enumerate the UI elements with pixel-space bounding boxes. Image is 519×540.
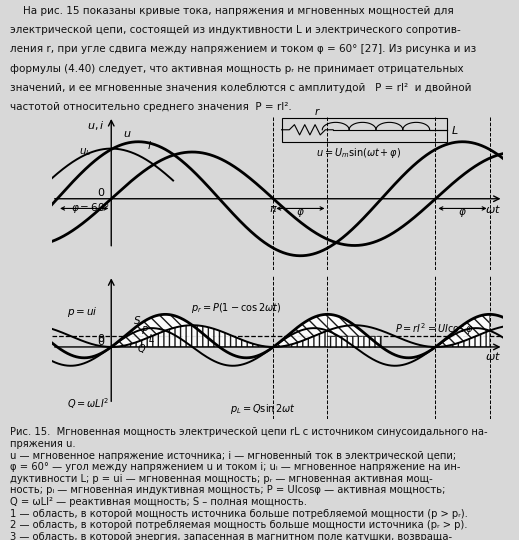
Text: $S$: $S$: [133, 314, 141, 326]
Text: $\varphi$: $\varphi$: [458, 207, 467, 219]
Text: φ = 60° — угол между напряжением u и током i; uₗ — мгновенное напряжение на ин-: φ = 60° — угол между напряжением u и ток…: [10, 462, 461, 472]
Text: 3 — область, в которой энергия, запасенная в магнитном поле катушки, возвраща-: 3 — область, в которой энергия, запасенн…: [10, 532, 453, 540]
Text: 1 — область, в которой мощность источника больше потребляемой мощности (p > pᵣ).: 1 — область, в которой мощность источник…: [10, 509, 468, 518]
Bar: [281, 118, 447, 141]
Text: $L$: $L$: [148, 332, 155, 343]
Text: значений, и ее мгновенные значения колеблются с амплитудой   P = rI²  и двойной: значений, и ее мгновенные значения колеб…: [10, 83, 472, 93]
Text: ления r, при угле сдвига между напряжением и током φ = 60° [27]. Из рисунка и из: ления r, при угле сдвига между напряжени…: [10, 44, 476, 55]
Text: $u$: $u$: [122, 129, 131, 139]
Text: $p_L=Q\sin 2\omega t$: $p_L=Q\sin 2\omega t$: [230, 402, 296, 416]
Text: $p=ui$: $p=ui$: [67, 305, 98, 319]
Text: пряжения u.: пряжения u.: [10, 439, 76, 449]
Text: $\omega t$: $\omega t$: [485, 203, 501, 215]
Text: $r$: $r$: [315, 106, 321, 117]
Text: $\varphi$: $\varphi$: [296, 207, 305, 219]
Text: $\varphi=60°$: $\varphi=60°$: [71, 201, 110, 215]
Text: $u_L$: $u_L$: [79, 146, 91, 158]
Text: $u = U_m\sin(\omega t+\varphi)$: $u = U_m\sin(\omega t+\varphi)$: [316, 146, 402, 160]
Text: формулы (4.40) следует, что активная мощность pᵣ не принимает отрицательных: формулы (4.40) следует, что активная мощ…: [10, 64, 464, 73]
Text: Q = ωLI² — реактивная мощность; S – полная мощность.: Q = ωLI² — реактивная мощность; S – полн…: [10, 497, 307, 507]
Text: $Q=\omega LI^2$: $Q=\omega LI^2$: [67, 396, 110, 411]
Text: $p_r=P(1-\cos 2\omega t)$: $p_r=P(1-\cos 2\omega t)$: [191, 301, 281, 315]
Text: $L$: $L$: [451, 124, 458, 136]
Text: Рис. 15.  Мгновенная мощность электрической цепи rL с источником синусоидального: Рис. 15. Мгновенная мощность электрическ…: [10, 427, 488, 437]
Text: $u, i$: $u, i$: [87, 119, 105, 132]
Text: ность; pₗ — мгновенная индуктивная мощность; P = UIcosφ — активная мощность;: ность; pₗ — мгновенная индуктивная мощно…: [10, 485, 446, 495]
Text: На рис. 15 показаны кривые тока, напряжения и мгновенных мощностей для: На рис. 15 показаны кривые тока, напряже…: [10, 5, 454, 16]
Text: $P=rI^2=UI\cos\varphi$: $P=rI^2=UI\cos\varphi$: [395, 321, 473, 337]
Text: $0$: $0$: [97, 332, 105, 345]
Text: $\omega t$: $\omega t$: [485, 350, 501, 362]
Text: частотой относительно среднего значения  P = rI².: частотой относительно среднего значения …: [10, 103, 292, 112]
Text: u — мгновенное напряжение источника; i — мгновенный ток в электрической цепи;: u — мгновенное напряжение источника; i —…: [10, 450, 457, 461]
Text: 2 — область, в которой потребляемая мощность больше мощности источника (pᵣ > p).: 2 — область, в которой потребляемая мощн…: [10, 520, 468, 530]
Text: $0$: $0$: [97, 335, 105, 347]
Text: дуктивности L; p = ui — мгновенная мощность; pᵣ — мгновенная активная мощ-: дуктивности L; p = ui — мгновенная мощно…: [10, 474, 433, 484]
Text: $P$: $P$: [141, 323, 149, 336]
Text: $0$: $0$: [97, 186, 105, 199]
Text: электрической цепи, состоящей из индуктивности L и электрического сопротив-: электрической цепи, состоящей из индукти…: [10, 25, 461, 35]
Text: $Q$: $Q$: [137, 342, 146, 355]
Text: $\pi$: $\pi$: [269, 205, 278, 214]
Text: $i$: $i$: [147, 139, 153, 151]
